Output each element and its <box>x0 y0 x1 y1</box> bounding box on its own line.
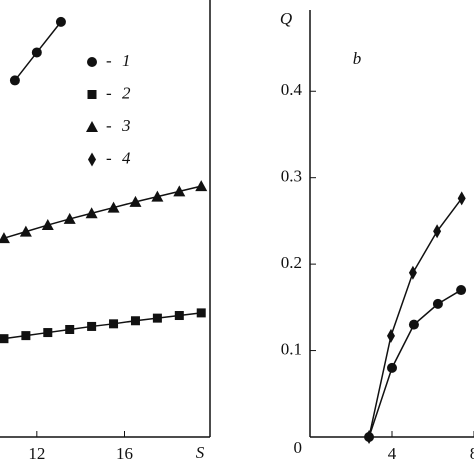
marker <box>63 212 76 224</box>
marker <box>21 331 31 341</box>
legend-label: 2 <box>122 83 131 102</box>
y-tick-label: 0.3 <box>281 167 302 186</box>
legend-dash: - <box>106 83 112 102</box>
marker <box>152 313 162 323</box>
legend-marker <box>88 152 96 167</box>
series-line <box>3 312 202 340</box>
marker <box>457 191 466 206</box>
marker <box>107 201 120 213</box>
marker <box>151 190 164 202</box>
marker <box>433 224 442 239</box>
series-line <box>3 185 202 239</box>
x-label: S <box>196 443 205 462</box>
legend-dash: - <box>106 148 112 167</box>
marker <box>456 285 467 296</box>
annotation: b <box>353 49 362 68</box>
marker <box>386 328 395 343</box>
x-tick-label: 12 <box>28 444 45 463</box>
legend-label: 1 <box>122 51 131 70</box>
series-line <box>368 289 462 438</box>
y-label: Q <box>280 9 292 28</box>
x-tick-label: 8 <box>470 444 474 463</box>
marker <box>129 195 142 207</box>
y-tick-label: 0.2 <box>281 253 302 272</box>
x-tick-label: 4 <box>388 444 397 463</box>
marker <box>31 47 42 58</box>
legend-marker <box>87 57 97 67</box>
marker <box>432 298 443 309</box>
y-tick-label: 0.4 <box>281 80 303 99</box>
marker <box>109 319 119 329</box>
marker <box>196 308 206 318</box>
legend-marker <box>87 90 97 99</box>
marker <box>408 319 419 330</box>
legend-dash: - <box>106 51 112 70</box>
marker <box>387 362 397 373</box>
legend-marker <box>86 121 98 132</box>
marker <box>0 334 9 344</box>
marker <box>9 75 20 86</box>
marker <box>87 321 97 331</box>
marker <box>130 316 140 326</box>
marker <box>364 432 375 442</box>
marker <box>19 225 32 237</box>
marker <box>41 219 54 231</box>
legend-label: 4 <box>122 148 131 167</box>
legend-dash: - <box>106 116 112 135</box>
legend-label: 3 <box>121 116 131 135</box>
marker <box>0 232 10 244</box>
marker <box>43 328 53 338</box>
marker <box>65 324 75 334</box>
marker <box>55 16 66 27</box>
marker <box>195 180 208 192</box>
marker <box>174 311 184 321</box>
series-line <box>368 197 463 438</box>
marker <box>408 265 417 280</box>
x-tick-label: 16 <box>116 444 133 463</box>
marker <box>173 185 186 197</box>
marker <box>85 207 98 219</box>
y-tick-label: 0 <box>294 438 303 457</box>
y-tick-label: 0.1 <box>281 339 302 358</box>
